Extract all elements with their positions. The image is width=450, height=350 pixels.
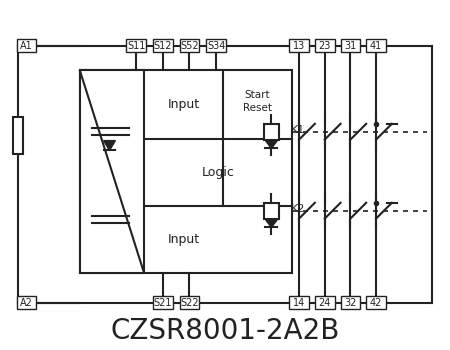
Bar (153, 40, 173, 52)
Text: CZSR8001-2A2B: CZSR8001-2A2B (110, 317, 340, 345)
Text: 23: 23 (319, 41, 331, 51)
Text: 31: 31 (344, 41, 356, 51)
Text: S22: S22 (180, 298, 199, 308)
Text: 32: 32 (344, 298, 356, 308)
Text: 14: 14 (293, 298, 305, 308)
Bar (153, 296, 173, 309)
Text: S11: S11 (127, 41, 145, 51)
Text: S12: S12 (153, 41, 172, 51)
Bar (264, 203, 279, 219)
Bar (264, 124, 279, 140)
Bar (206, 40, 226, 52)
Text: 24: 24 (319, 298, 331, 308)
Text: Logic: Logic (202, 166, 234, 179)
Bar (315, 296, 335, 309)
Text: A1: A1 (20, 41, 33, 51)
Text: 42: 42 (370, 298, 382, 308)
Bar (341, 296, 360, 309)
Bar (366, 40, 386, 52)
Text: S52: S52 (180, 41, 199, 51)
Bar (180, 40, 199, 52)
Text: K2: K2 (291, 204, 306, 214)
Polygon shape (104, 141, 115, 150)
Bar (80, 70, 144, 273)
Bar (366, 296, 386, 309)
Bar (17, 296, 36, 309)
Bar (126, 40, 146, 52)
Bar (315, 40, 335, 52)
Text: Input: Input (167, 98, 200, 111)
Text: 13: 13 (293, 41, 305, 51)
Polygon shape (266, 219, 277, 228)
Text: Input: Input (167, 233, 200, 246)
Bar (17, 40, 36, 52)
Bar (341, 40, 360, 52)
Bar (180, 296, 199, 309)
Text: 41: 41 (370, 41, 382, 51)
Bar (289, 40, 309, 52)
Polygon shape (266, 141, 277, 148)
Text: K1: K1 (291, 125, 306, 135)
Text: A2: A2 (20, 298, 33, 308)
Text: Start
Reset: Start Reset (243, 90, 272, 113)
Bar (80, 70, 292, 273)
Text: S34: S34 (207, 41, 225, 51)
Bar (289, 296, 309, 309)
Text: S21: S21 (153, 298, 172, 308)
Bar (13, 117, 22, 154)
